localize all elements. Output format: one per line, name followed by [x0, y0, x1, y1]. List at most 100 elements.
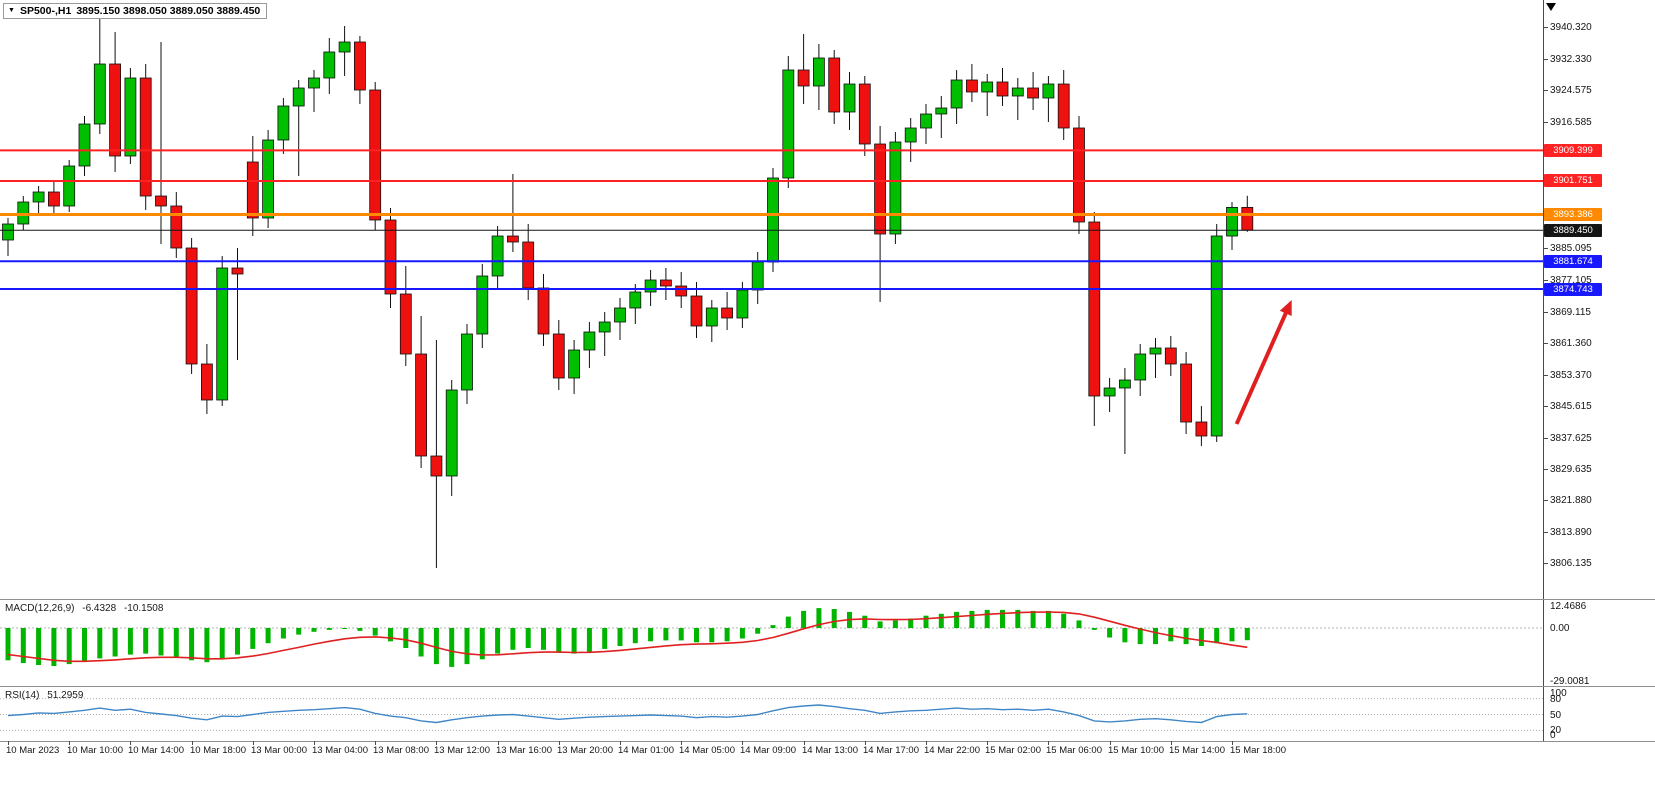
- time-tick-mark: [926, 741, 927, 745]
- time-axis-label: 13 Mar 16:00: [496, 745, 552, 756]
- price-tick-label: 3869.115: [1550, 307, 1591, 318]
- time-axis-label: 15 Mar 02:00: [985, 745, 1041, 756]
- price-axis-border: [1543, 0, 1544, 741]
- time-tick-mark: [314, 741, 315, 745]
- macd-main-value: -6.4328: [82, 603, 117, 614]
- price-tick-label: 3940.320: [1550, 22, 1592, 33]
- price-tick-mark: [1544, 122, 1548, 123]
- panel-separator-rsi[interactable]: [0, 686, 1655, 687]
- trend-arrow: [1279, 300, 1292, 316]
- time-axis-label: 13 Mar 00:00: [251, 745, 307, 756]
- price-tick-mark: [1544, 563, 1548, 564]
- time-tick-mark: [375, 741, 376, 745]
- price-level-badge-support: 3881.674: [1544, 255, 1602, 268]
- macd-title: MACD(12,26,9): [5, 603, 75, 614]
- price-tick-mark: [1544, 59, 1548, 60]
- rsi-title: RSI(14): [5, 690, 40, 701]
- chart-shift-marker-icon[interactable]: [1546, 3, 1556, 11]
- time-axis-label: 14 Mar 09:00: [740, 745, 796, 756]
- price-level-badge-resistance: 3901.751: [1544, 174, 1602, 187]
- time-tick-mark: [436, 741, 437, 745]
- time-tick-mark: [1171, 741, 1172, 745]
- time-tick-mark: [865, 741, 866, 745]
- price-tick-label: 3821.880: [1550, 495, 1592, 506]
- price-tick-label: 3932.330: [1550, 54, 1592, 65]
- rsi-axis-label: 0: [1550, 730, 1556, 741]
- price-level-badge-support: 3874.743: [1544, 283, 1602, 296]
- price-tick-label: 3813.890: [1550, 527, 1592, 538]
- price-level-badge-pivot: 3893.386: [1544, 208, 1602, 221]
- time-tick-mark: [681, 741, 682, 745]
- macd-indicator-canvas[interactable]: [0, 601, 1543, 686]
- candlestick-chart-canvas[interactable]: [0, 0, 1543, 598]
- time-axis-label: 15 Mar 10:00: [1108, 745, 1164, 756]
- time-axis-label: 14 Mar 22:00: [924, 745, 980, 756]
- price-level-badge-current-price: 3889.450: [1544, 224, 1602, 237]
- panel-separator-macd[interactable]: [0, 599, 1655, 600]
- rsi-label: RSI(14) 51.2959: [5, 690, 88, 701]
- time-tick-mark: [253, 741, 254, 745]
- time-tick-mark: [620, 741, 621, 745]
- time-axis-label: 13 Mar 08:00: [373, 745, 429, 756]
- time-axis-label: 13 Mar 04:00: [312, 745, 368, 756]
- time-axis-label: 13 Mar 20:00: [557, 745, 613, 756]
- ohlc-readout: 3895.150 3898.050 3889.050 3889.450: [76, 4, 261, 17]
- rsi-value: 51.2959: [47, 690, 84, 701]
- price-tick-mark: [1544, 27, 1548, 28]
- time-tick-mark: [8, 741, 9, 745]
- price-tick-label: 3845.615: [1550, 401, 1592, 412]
- price-tick-mark: [1544, 406, 1548, 407]
- time-tick-mark: [192, 741, 193, 745]
- time-axis-label: 10 Mar 14:00: [128, 745, 184, 756]
- time-tick-mark: [742, 741, 743, 745]
- time-axis-label: 15 Mar 14:00: [1169, 745, 1225, 756]
- time-axis-label: 14 Mar 05:00: [679, 745, 735, 756]
- price-tick-mark: [1544, 248, 1548, 249]
- price-tick-label: 3837.625: [1550, 433, 1592, 444]
- rsi-indicator-canvas[interactable]: [0, 688, 1543, 741]
- time-axis-label: 14 Mar 17:00: [863, 745, 919, 756]
- time-tick-mark: [804, 741, 805, 745]
- price-tick-label: 3806.135: [1550, 558, 1592, 569]
- price-tick-label: 3885.095: [1550, 243, 1592, 254]
- price-tick-mark: [1544, 500, 1548, 501]
- time-axis-separator: [0, 741, 1655, 742]
- price-tick-mark: [1544, 438, 1548, 439]
- time-tick-mark: [1048, 741, 1049, 745]
- time-tick-mark: [69, 741, 70, 745]
- price-tick-label: 3877.105: [1550, 275, 1592, 286]
- time-tick-mark: [130, 741, 131, 745]
- time-tick-mark: [1110, 741, 1111, 745]
- price-tick-label: 3924.575: [1550, 85, 1592, 96]
- price-tick-mark: [1544, 375, 1548, 376]
- time-axis-label: 10 Mar 18:00: [190, 745, 246, 756]
- time-axis-label: 14 Mar 01:00: [618, 745, 674, 756]
- price-tick-mark: [1544, 532, 1548, 533]
- time-axis-label: 10 Mar 10:00: [67, 745, 123, 756]
- price-tick-label: 3829.635: [1550, 464, 1592, 475]
- time-tick-mark: [498, 741, 499, 745]
- rsi-axis-label: 100: [1550, 688, 1567, 699]
- price-tick-mark: [1544, 280, 1548, 281]
- symbol-info-box: ▼ SP500-,H1 3895.150 3898.050 3889.050 3…: [3, 3, 268, 19]
- price-tick-label: 3861.360: [1550, 338, 1592, 349]
- symbol-dropdown-icon[interactable]: ▼: [8, 7, 15, 14]
- macd-axis-label: 12.4686: [1550, 601, 1587, 612]
- price-tick-mark: [1544, 343, 1548, 344]
- price-tick-label: 3853.370: [1550, 370, 1592, 381]
- time-axis-label: 15 Mar 06:00: [1046, 745, 1102, 756]
- macd-axis-label: 0.00: [1550, 623, 1570, 634]
- price-level-badge-resistance: 3909.399: [1544, 144, 1602, 157]
- price-tick-label: 3916.585: [1550, 117, 1592, 128]
- time-axis-label: 15 Mar 18:00: [1230, 745, 1286, 756]
- time-tick-mark: [1232, 741, 1233, 745]
- price-tick-mark: [1544, 469, 1548, 470]
- rsi-axis-label: 50: [1550, 710, 1562, 721]
- macd-signal-value: -10.1508: [123, 603, 164, 614]
- symbol-name: SP500-,H1: [19, 4, 72, 17]
- time-axis-label: 13 Mar 12:00: [434, 745, 490, 756]
- macd-label: MACD(12,26,9) -6.4328 -10.1508: [5, 603, 168, 614]
- time-tick-mark: [559, 741, 560, 745]
- rsi-axis-label: 80: [1550, 694, 1562, 705]
